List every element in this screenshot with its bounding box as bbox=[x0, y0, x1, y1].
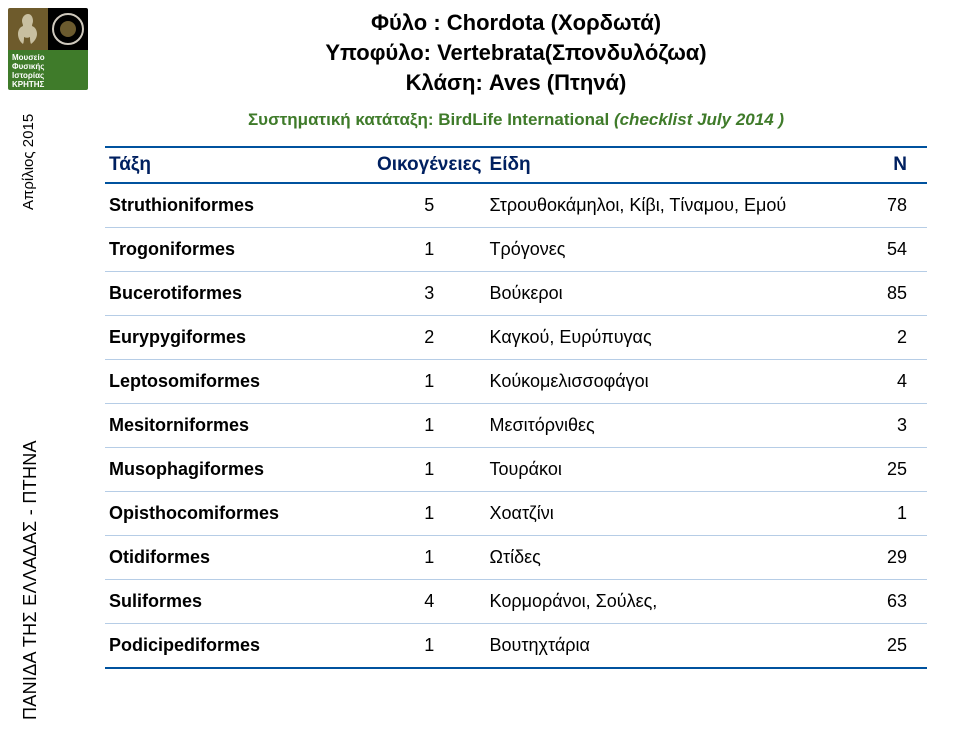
col-header-order: Τάξη bbox=[105, 147, 373, 183]
cell-n: 25 bbox=[874, 448, 927, 492]
cell-n: 4 bbox=[874, 360, 927, 404]
cell-n: 54 bbox=[874, 228, 927, 272]
cell-species: Κορμοράνοι, Σούλες, bbox=[486, 580, 874, 624]
logo-text-line2: Φυσικής bbox=[12, 62, 84, 71]
logo-text-line1: Μουσείο bbox=[12, 53, 84, 62]
cell-families: 3 bbox=[373, 272, 486, 316]
cell-families: 1 bbox=[373, 624, 486, 669]
col-header-species: Είδη bbox=[486, 147, 874, 183]
cell-families: 1 bbox=[373, 448, 486, 492]
table-row: Suliformes4Κορμοράνοι, Σούλες,63 bbox=[105, 580, 927, 624]
cell-species: Τουράκοι bbox=[486, 448, 874, 492]
cell-families: 1 bbox=[373, 404, 486, 448]
cell-order: Suliformes bbox=[105, 580, 373, 624]
cell-families: 1 bbox=[373, 492, 486, 536]
cell-n: 25 bbox=[874, 624, 927, 669]
table-row: Leptosomiformes1Κούκομελισσοφάγοι4 bbox=[105, 360, 927, 404]
logo-text-line3: Ιστορίας bbox=[12, 71, 84, 80]
cell-species: Βουτηχτάρια bbox=[486, 624, 874, 669]
museum-logo: Μουσείο Φυσικής Ιστορίας ΚΡΗΤΗΣ bbox=[8, 8, 88, 90]
subtitle-italic: (checklist July 2014 ) bbox=[614, 110, 784, 129]
cell-order: Podicipediformes bbox=[105, 624, 373, 669]
cell-order: Otidiformes bbox=[105, 536, 373, 580]
title-line-phylum: Φύλο : Chordota (Χορδωτά) bbox=[105, 8, 927, 38]
table-header-row: Τάξη Οικογένειες Είδη N bbox=[105, 147, 927, 183]
side-label-title: ΠΑΝΙΔΑ ΤΗΣ ΕΛΛΑΔΑΣ - ΠΤΗΝΑ bbox=[20, 440, 41, 720]
side-label-date: Απρίλιος 2015 bbox=[20, 114, 37, 210]
logo-text: Μουσείο Φυσικής Ιστορίας ΚΡΗΤΗΣ bbox=[8, 50, 88, 90]
title-line-subphylum: Υποφύλο: Vertebrata(Σπονδυλόζωα) bbox=[105, 38, 927, 68]
logo-animal-icon bbox=[8, 8, 48, 50]
cell-n: 63 bbox=[874, 580, 927, 624]
taxonomy-title: Φύλο : Chordota (Χορδωτά) Υποφύλο: Verte… bbox=[105, 8, 927, 98]
cell-species: Βούκεροι bbox=[486, 272, 874, 316]
table-row: Struthioniformes5Στρουθοκάμηλοι, Κίβι, Τ… bbox=[105, 183, 927, 228]
classification-subtitle: Συστηματική κατάταξη: BirdLife Internati… bbox=[105, 110, 927, 130]
cell-n: 29 bbox=[874, 536, 927, 580]
table-row: Otidiformes1Ωτίδες29 bbox=[105, 536, 927, 580]
logo-seal-icon bbox=[48, 8, 88, 50]
col-header-n: N bbox=[874, 147, 927, 183]
table-row: Trogoniformes1Τρόγονες54 bbox=[105, 228, 927, 272]
cell-order: Musophagiformes bbox=[105, 448, 373, 492]
cell-families: 2 bbox=[373, 316, 486, 360]
subtitle-prefix: Συστηματική κατάταξη: BirdLife Internati… bbox=[248, 110, 614, 129]
taxonomy-table: Τάξη Οικογένειες Είδη N Struthioniformes… bbox=[105, 146, 927, 669]
cell-species: Καγκού, Ευρύπυγας bbox=[486, 316, 874, 360]
table-row: Bucerotiformes3Βούκεροι85 bbox=[105, 272, 927, 316]
cell-order: Struthioniformes bbox=[105, 183, 373, 228]
cell-families: 4 bbox=[373, 580, 486, 624]
title-line-class: Κλάση: Aves (Πτηνά) bbox=[105, 68, 927, 98]
cell-species: Μεσιτόρνιθες bbox=[486, 404, 874, 448]
cell-order: Leptosomiformes bbox=[105, 360, 373, 404]
cell-order: Trogoniformes bbox=[105, 228, 373, 272]
cell-families: 1 bbox=[373, 228, 486, 272]
cell-n: 1 bbox=[874, 492, 927, 536]
table-row: Opisthocomiformes1Χοατζίνι1 bbox=[105, 492, 927, 536]
cell-families: 1 bbox=[373, 360, 486, 404]
cell-families: 1 bbox=[373, 536, 486, 580]
col-header-families: Οικογένειες bbox=[373, 147, 486, 183]
table-row: Podicipediformes1Βουτηχτάρια25 bbox=[105, 624, 927, 669]
cell-order: Opisthocomiformes bbox=[105, 492, 373, 536]
logo-text-line4: ΚΡΗΤΗΣ bbox=[12, 80, 84, 89]
cell-families: 5 bbox=[373, 183, 486, 228]
table-row: Mesitorniformes1Μεσιτόρνιθες3 bbox=[105, 404, 927, 448]
cell-order: Mesitorniformes bbox=[105, 404, 373, 448]
cell-order: Eurypygiformes bbox=[105, 316, 373, 360]
cell-species: Στρουθοκάμηλοι, Κίβι, Τίναμου, Εμού bbox=[486, 183, 874, 228]
table-row: Eurypygiformes2Καγκού, Ευρύπυγας2 bbox=[105, 316, 927, 360]
main-content: Φύλο : Chordota (Χορδωτά) Υποφύλο: Verte… bbox=[105, 8, 927, 669]
cell-n: 2 bbox=[874, 316, 927, 360]
cell-n: 78 bbox=[874, 183, 927, 228]
cell-n: 3 bbox=[874, 404, 927, 448]
cell-species: Τρόγονες bbox=[486, 228, 874, 272]
cell-order: Bucerotiformes bbox=[105, 272, 373, 316]
cell-species: Χοατζίνι bbox=[486, 492, 874, 536]
cell-n: 85 bbox=[874, 272, 927, 316]
table-row: Musophagiformes1Τουράκοι25 bbox=[105, 448, 927, 492]
cell-species: Κούκομελισσοφάγοι bbox=[486, 360, 874, 404]
cell-species: Ωτίδες bbox=[486, 536, 874, 580]
